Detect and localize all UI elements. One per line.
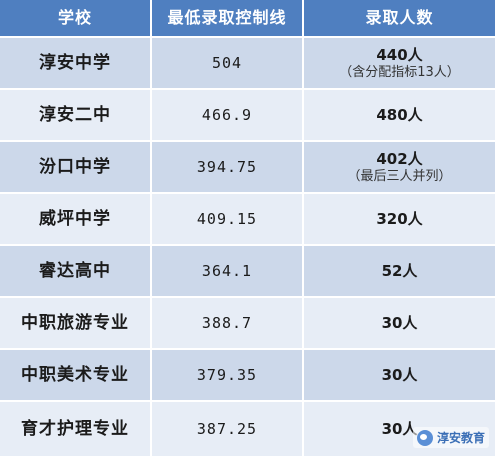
min-score: 409.15: [152, 194, 304, 246]
header-min-score: 最低录取控制线: [152, 0, 304, 38]
header-admitted-count: 录取人数: [304, 0, 495, 38]
school-name: 睿达高中: [0, 246, 152, 298]
admitted-count: 30人: [381, 314, 418, 332]
admitted-count: 440人: [376, 45, 423, 64]
watermark-text: 淳安教育: [436, 431, 485, 445]
admitted-count-cell: 30人: [304, 298, 495, 350]
admitted-count: 320人: [376, 210, 423, 228]
school-name: 威坪中学: [0, 194, 152, 246]
admitted-count-cell: 440人 （含分配指标13人）: [304, 38, 495, 90]
min-score: 466.9: [152, 90, 304, 142]
min-score: 504: [152, 38, 304, 90]
school-name: 中职美术专业: [0, 350, 152, 402]
admitted-count: 30人: [381, 366, 418, 384]
min-score: 394.75: [152, 142, 304, 194]
school-name: 淳安二中: [0, 90, 152, 142]
admitted-count: 480人: [376, 106, 423, 124]
admitted-count: 30人: [381, 420, 418, 438]
wechat-logo-icon: [416, 429, 433, 446]
school-name: 淳安中学: [0, 38, 152, 90]
header-school: 学校: [0, 0, 152, 38]
school-name: 中职旅游专业: [0, 298, 152, 350]
school-name: 汾口中学: [0, 142, 152, 194]
min-score: 387.25: [152, 402, 304, 458]
count-note: （最后三人并列）: [347, 168, 452, 184]
admitted-count: 52人: [381, 262, 418, 280]
count-note: （含分配指标13人）: [339, 64, 460, 80]
admitted-count-cell: 30人: [304, 350, 495, 402]
min-score: 379.35: [152, 350, 304, 402]
admitted-count-cell: 402人 （最后三人并列）: [304, 142, 495, 194]
admitted-count-cell: 52人: [304, 246, 495, 298]
admitted-count-cell: 320人: [304, 194, 495, 246]
min-score: 388.7: [152, 298, 304, 350]
min-score: 364.1: [152, 246, 304, 298]
admitted-count: 402人: [376, 149, 423, 168]
watermark: 淳安教育: [412, 427, 489, 448]
admitted-count-cell: 480人: [304, 90, 495, 142]
school-name: 育才护理专业: [0, 402, 152, 458]
admitted-count-cell: 30人: [304, 402, 495, 458]
